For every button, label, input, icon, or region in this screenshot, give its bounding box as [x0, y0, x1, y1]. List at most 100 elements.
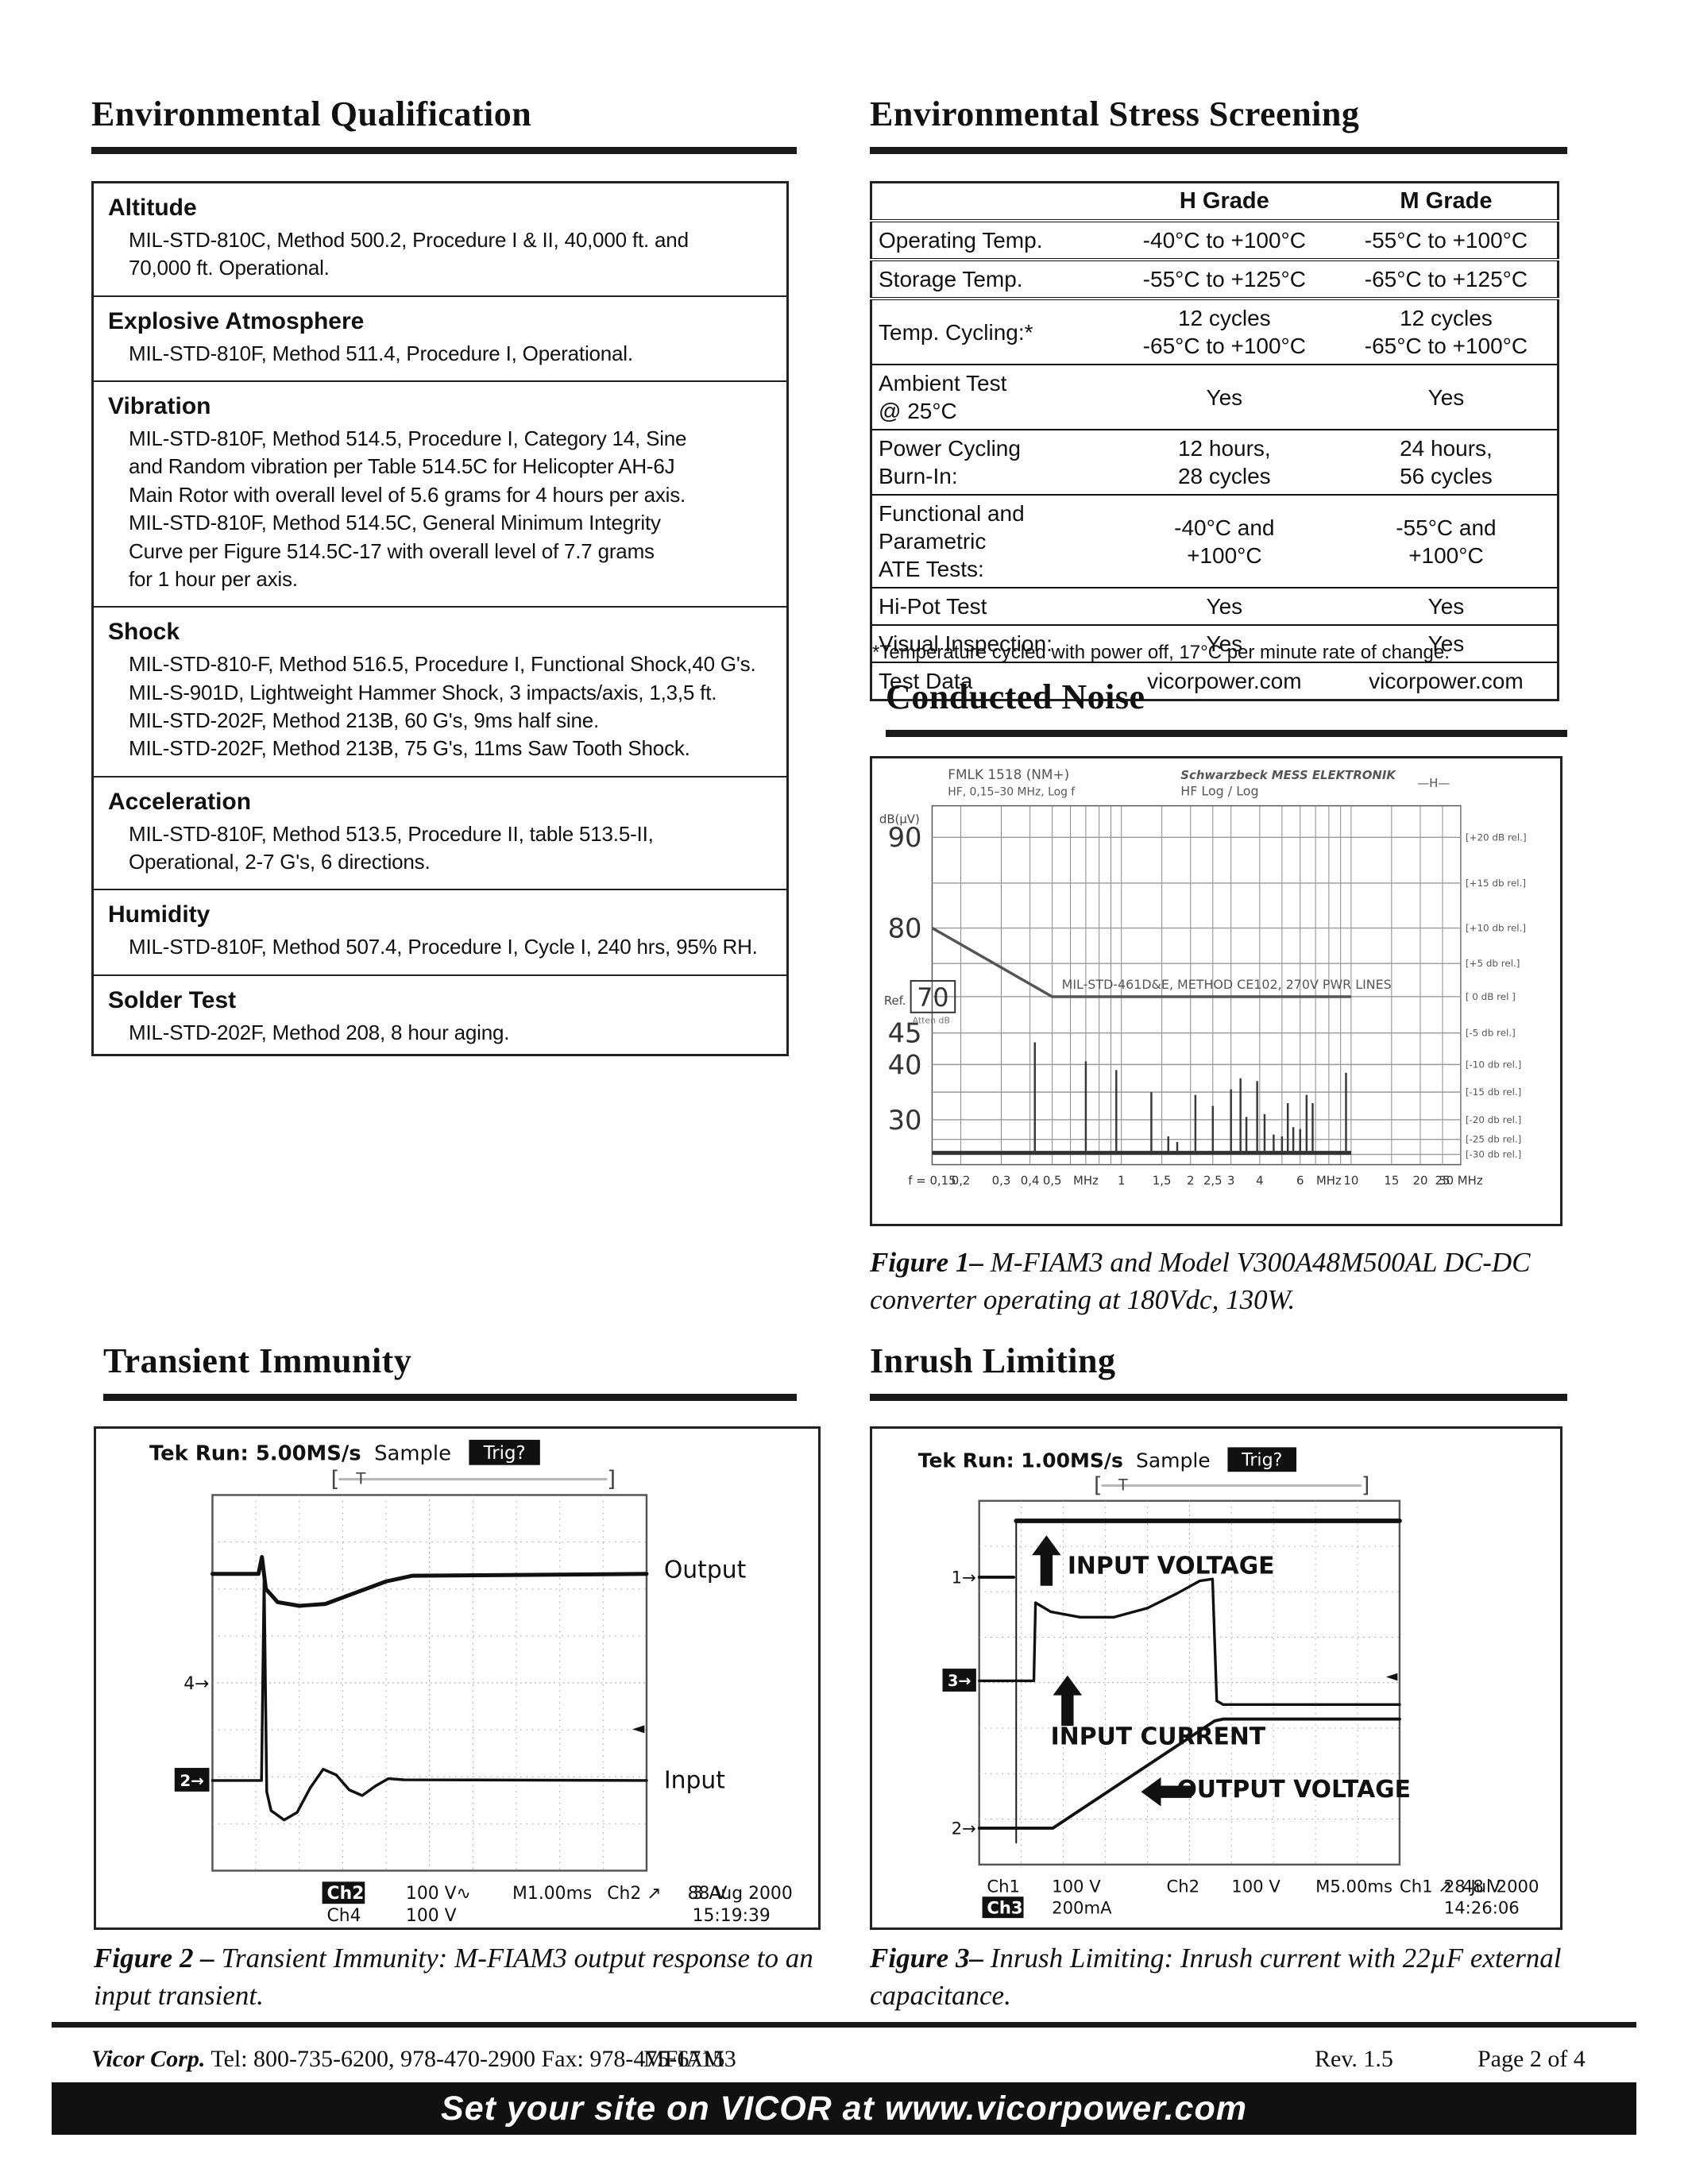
svg-text:]: ] — [607, 1466, 616, 1492]
scope-sample-label: Sample — [1136, 1449, 1211, 1472]
env-qual-section: Shock MIL-STD-810-F, Method 516.5, Proced… — [94, 608, 786, 778]
ess-footnote: *Temperature cycled with power off, 17°C… — [872, 642, 1450, 663]
ess-row-label: Operating Temp. — [871, 221, 1114, 261]
ess-h-grade-value: Yes — [1113, 625, 1335, 663]
scope-date: 3 Aug 2000 — [693, 1884, 793, 1904]
scope-date: 28 Jul 2000 — [1444, 1876, 1539, 1896]
scope-trig-box — [469, 1439, 540, 1465]
ess-m-grade-value: Yes — [1335, 365, 1559, 430]
channel-3-marker — [942, 1669, 976, 1692]
scope-trig-label: Trig? — [483, 1443, 526, 1464]
ess-row: Operating Temp. -40°C to +100°C -55°C to +… — [871, 221, 1559, 261]
scope-trigger-t-marker: T — [1118, 1476, 1128, 1494]
noise-instrument-label: FMLK 1518 (NM+) — [948, 766, 1069, 782]
noise-x-tick: MHz — [1316, 1173, 1342, 1187]
scope-trig-box — [1227, 1447, 1297, 1472]
env-qual-section-line: 70,000 ft. Operational. — [129, 256, 330, 280]
env-qual-section-line: MIL-STD-810F, Method 511.4, Procedure I,… — [129, 341, 633, 365]
svg-text:]: ] — [1362, 1473, 1370, 1498]
noise-y-tick: 90 — [888, 822, 922, 853]
env-qual-section-heading: Humidity — [108, 901, 211, 928]
svg-text:[: [ — [1094, 1473, 1103, 1498]
noise-right-label: [-30 db rel.] — [1466, 1149, 1521, 1160]
scope-readout: M1.00ms — [512, 1884, 592, 1904]
transient-figure: Tek Run: 5.00MS/s Sample Trig? [] T 4→ 2→ ◄ Outp… — [94, 1426, 821, 1930]
noise-h-label: —H— — [1417, 776, 1450, 790]
noise-atten-label: Atten dB — [913, 1016, 950, 1026]
noise-right-label: [+20 dB rel.] — [1466, 832, 1527, 843]
up-arrow — [1053, 1675, 1083, 1727]
env-qual-section-line: Main Rotor with overall level of 5.6 gra… — [129, 482, 686, 507]
ess-h-grade-value: -40°C and +100°C — [1113, 495, 1335, 588]
env-qual-section-heading: Shock — [108, 619, 180, 646]
svg-text:2→: 2→ — [180, 1772, 203, 1790]
footer-contact: Tel: 800-735-6200, 978-470-2900 Fax: 978… — [211, 2046, 725, 2072]
ess-m-grade-value: Yes — [1335, 625, 1559, 663]
inrush-scope: Tek Run: 1.00MS/s Sample Trig? [] T 1→ 3→ 2→ ◄ IN… — [918, 1447, 1539, 1919]
left-arrow — [1141, 1777, 1192, 1807]
noise-right-label: [+5 db rel.] — [1466, 958, 1520, 969]
noise-sweep-label: HF, 0,15–30 MHz, Log f — [948, 786, 1076, 799]
ess-row: Test Data vicorpower.com vicorpower.com — [871, 662, 1559, 700]
scope-readout: Ch4 — [327, 1906, 361, 1926]
ess-header-blank — [871, 182, 1114, 222]
noise-ylabel: dB(µV) — [879, 812, 920, 826]
svg-text:[: [ — [331, 1466, 340, 1492]
env-qual-section: Explosive Atmosphere MIL-STD-810F, Method… — [94, 297, 786, 383]
scope-readout: Ch2 ↗ — [607, 1884, 661, 1904]
channel-1-marker: 1→ — [952, 1568, 976, 1588]
ess-m-grade-value: 12 cycles -65°C to +100°C — [1335, 299, 1559, 365]
noise-ref-label: Ref. — [884, 994, 906, 1008]
scope-time: 15:19:39 — [693, 1906, 771, 1926]
scope-readout: Ch2 — [1166, 1876, 1199, 1896]
scope-trig-label: Trig? — [1241, 1450, 1282, 1471]
noise-x-tick: 15 — [1384, 1173, 1399, 1187]
figure1-caption: Figure 1– M-FIAM3 and Model V300A48M500A… — [870, 1244, 1565, 1319]
env-qual-section-line: for 1 hour per axis. — [129, 566, 298, 591]
noise-x-tick: 0,5 — [1043, 1173, 1062, 1187]
env-qual-section-line: MIL-STD-810F, Method 514.5C, General Min… — [129, 511, 661, 535]
env-qual-section-line: MIL-STD-202F, Method 213B, 60 G's, 9ms h… — [129, 708, 599, 732]
noise-ref-value: 70 — [917, 984, 948, 1013]
env-qual-section-heading: Explosive Atmosphere — [108, 307, 365, 334]
noise-right-label: [-15 db rel.] — [1466, 1086, 1521, 1098]
footer-part-number: MFIAM3 — [643, 2046, 736, 2072]
noise-mode-label: HF Log / Log — [1180, 784, 1258, 799]
env-qual-section: Altitude MIL-STD-810C, Method 500.2, Proc… — [94, 183, 786, 297]
scope-label-input-current: INPUT CURRENT — [1051, 1723, 1266, 1751]
scope-readout: Ch3 — [987, 1897, 1022, 1917]
ess-h-grade-value: vicorpower.com — [1147, 669, 1302, 693]
env-qual-section-line: Operational, 2-7 G's, 6 directions. — [129, 850, 431, 874]
figure1-text: M-FIAM3 and Model V300A48M500AL DC-DC co… — [870, 1247, 1531, 1316]
noise-x-tick: 10 — [1343, 1173, 1358, 1187]
env-qual-section: Solder Test MIL-STD-202F, Method 208, 8 h… — [94, 976, 786, 1054]
inrush-title: Inrush Limiting — [870, 1341, 1567, 1401]
figure2-label: Figure 2 – — [94, 1943, 214, 1974]
noise-x-tick: 0,2 — [952, 1173, 971, 1187]
noise-vendor-label: Schwarzbeck MESS ELEKTRONIK — [1180, 768, 1396, 782]
noise-right-label: [+15 db rel.] — [1466, 878, 1526, 889]
env-qual-section: Humidity MIL-STD-810F, Method 507.4, Proc… — [94, 890, 786, 976]
env-qual-section-line: MIL-STD-810F, Method 514.5, Procedure I,… — [129, 426, 687, 451]
ess-row-label: Functional and Parametric ATE Tests: — [871, 495, 1114, 588]
env-qual-section-line: and Random vibration per Table 514.5C fo… — [129, 454, 675, 479]
noise-y-tick: 45 — [888, 1018, 922, 1049]
ess-row-label: Storage Temp. — [871, 260, 1114, 300]
footer-company: Vicor Corp. — [91, 2046, 206, 2072]
env-qual-section-heading: Altitude — [108, 195, 197, 221]
conducted-noise-chart: FMLK 1518 (NM+) HF, 0,15–30 MHz, Log f Sch… — [879, 766, 1527, 1188]
input-trace — [211, 1576, 648, 1822]
ess-h-grade-value: Yes — [1113, 365, 1335, 430]
noise-limit-line — [931, 927, 1351, 998]
noise-x-tick: 2 — [1187, 1173, 1194, 1187]
ess-row-label: Hi-Pot Test — [871, 588, 1114, 626]
scope-readout: 100 V — [1052, 1876, 1101, 1896]
env-qual-section-heading: Vibration — [108, 393, 211, 420]
noise-x-tick: 25 — [1435, 1173, 1450, 1187]
scope-run-label: Tek Run: 5.00MS/s — [149, 1442, 361, 1466]
figure3-text: Inrush Limiting: Inrush current with 22µ… — [870, 1943, 1562, 2012]
ess-h-grade-value: Yes — [1113, 588, 1335, 626]
footer-company-contact: Vicor Corp. Tel: 800-735-6200, 978-470-2… — [91, 2046, 724, 2073]
noise-y-tick: 30 — [888, 1105, 922, 1136]
scope-readout: 100 V — [1231, 1876, 1280, 1896]
